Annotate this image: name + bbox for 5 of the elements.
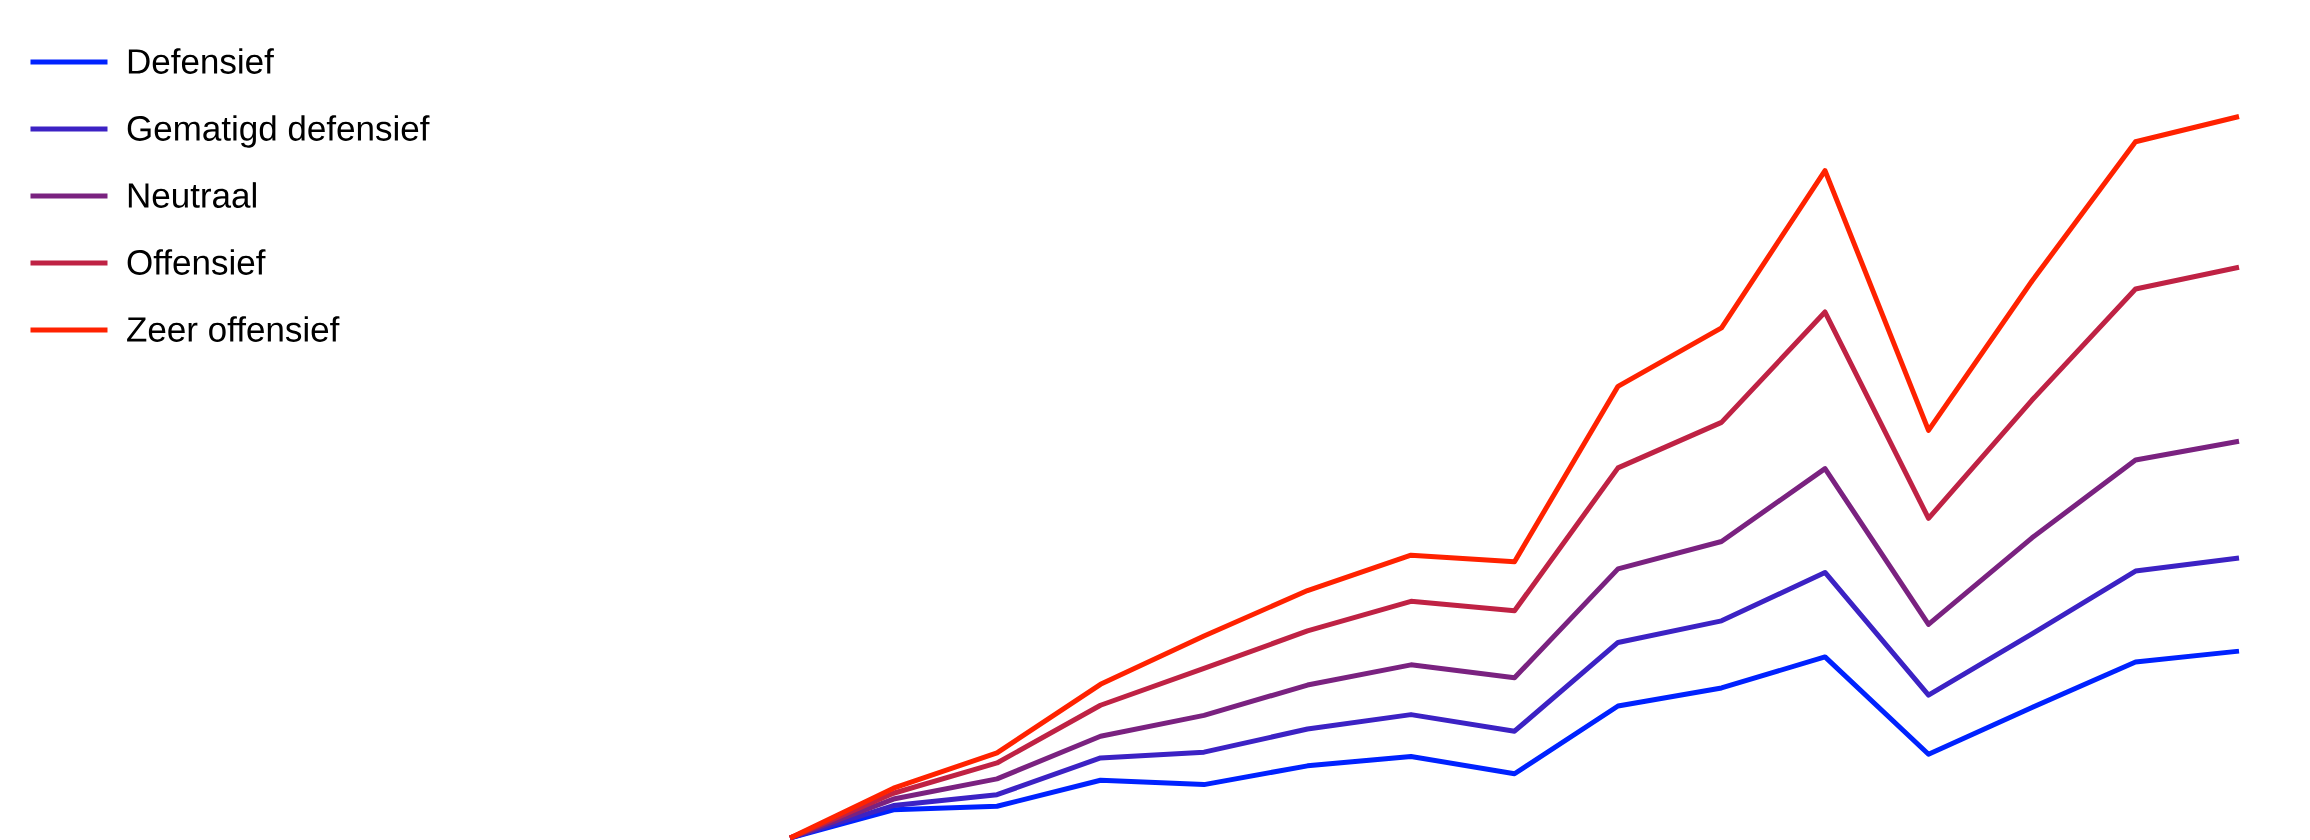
legend-label: Neutraal <box>128 182 256 208</box>
legend-label: Gematigd defensief <box>127 115 430 148</box>
legend-label: Defensief <box>128 48 274 74</box>
legend-label: Zeer offensief <box>127 316 340 342</box>
legend-label: Offensief <box>127 249 266 275</box>
